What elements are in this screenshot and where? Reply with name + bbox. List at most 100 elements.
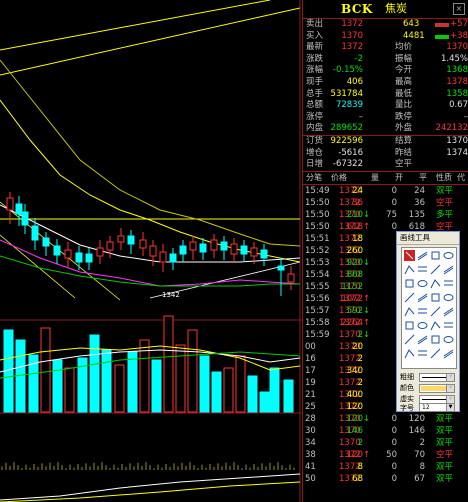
tab-4[interactable]: 平 <box>419 172 427 182</box>
quote-value: -2 <box>354 53 363 64</box>
tick-price: 1372 <box>339 389 361 400</box>
quote-label: 增仓 <box>306 147 324 158</box>
quote-header: BCK 焦炭 × <box>303 0 468 19</box>
indicator-panel <box>0 462 301 502</box>
close-icon[interactable]: × <box>453 3 465 15</box>
tick-time: 15:50 <box>305 197 330 208</box>
font-size-label: 字号 <box>400 404 414 412</box>
quote-value-2: – <box>463 111 468 122</box>
draw-tool-palette[interactable]: 画线工具 粗细 ▼ 颜色 ▼ 虚实 ▼ 字号 12 ▼ <box>396 231 460 412</box>
tick-arrow: ↑ <box>363 221 371 232</box>
tick-time: 16 <box>305 353 316 364</box>
color-label: 颜色 <box>400 384 414 392</box>
tick-row: 15:50 1370 ↓ 210 75 135 多平 <box>303 209 468 221</box>
tick-close: 618 <box>408 221 425 232</box>
quote-value-2: 1358 <box>446 88 468 99</box>
order-change: +38 <box>450 30 468 41</box>
tick-time: 15:55 <box>305 281 330 292</box>
quote-label: 内盘 <box>306 123 324 134</box>
tick-price: 1372 <box>339 401 361 412</box>
tick-time: 15:57 <box>305 305 330 316</box>
tick-close: 36 <box>414 197 425 208</box>
font-size-select[interactable]: 12 ▼ <box>419 403 455 412</box>
quote-label: 涨停 <box>306 111 324 122</box>
quote-label-2: 今开 <box>395 65 413 76</box>
tick-open: 0 <box>391 473 397 484</box>
line-width-select[interactable]: ▼ <box>419 373 455 382</box>
tick-volume: 592 <box>346 305 363 316</box>
tick-nature: 双平 <box>435 437 453 448</box>
tick-time: 15:53 <box>305 257 330 268</box>
tick-time: 15:54 <box>305 269 330 280</box>
tick-price: 1372 <box>339 461 361 472</box>
trend-lines <box>0 0 301 301</box>
draw-tool-grid[interactable] <box>401 247 457 369</box>
contract-code: BCK <box>341 2 373 16</box>
quote-value: -67322 <box>332 159 363 170</box>
quote-label: 现手 <box>306 76 324 87</box>
tick-row: 15:51 1372 18 <box>303 233 468 245</box>
quote-label: 订货 <box>306 135 324 146</box>
tick-price: 1372 <box>339 377 361 388</box>
color-select[interactable]: ▼ <box>419 384 455 393</box>
quote-value: 72839 <box>335 100 363 111</box>
volume-ma-lines <box>0 345 301 379</box>
tick-tabs: 分笔 价格 量 开 平性质代 <box>303 170 468 185</box>
tick-open: 0 <box>391 185 397 196</box>
order-volume: 643 <box>403 19 420 29</box>
quote-row: 订货 922596 结算 1370 <box>303 136 468 148</box>
tick-time: 34 <box>305 437 316 448</box>
tick-arrow: ↓ <box>363 209 371 220</box>
tick-list[interactable]: 15:49 1372 24 0 24 双平 15:50 1372 36 0 36 空平 15:50 137… <box>303 185 468 485</box>
tick-row: 25 1372 120 <box>303 401 468 413</box>
tick-price: 1370 <box>339 209 361 220</box>
tick-time: 30 <box>305 425 316 436</box>
tick-volume: 2264 <box>341 317 363 328</box>
tick-row: 17 1372 340 <box>303 365 468 377</box>
quote-row: 买入 1370 4481 +38 <box>303 31 468 43</box>
tick-close: 24 <box>414 185 425 196</box>
tick-arrow: ↑ <box>363 317 371 328</box>
quote-value-2: 1378 <box>446 76 468 87</box>
tick-nature: 双平 <box>435 185 453 196</box>
tick-volume: 2 <box>357 377 363 388</box>
tick-price: 1372 <box>339 233 361 244</box>
tick-time: 21 <box>305 389 316 400</box>
tick-open: 0 <box>391 461 397 472</box>
tick-volume: 340 <box>346 365 363 376</box>
contract-name: 焦炭 <box>385 2 407 15</box>
quote-value: 1372 <box>341 19 363 29</box>
tick-nature: 双平 <box>435 473 453 484</box>
quote-value: -0.15% <box>332 65 363 76</box>
tick-open: 0 <box>391 437 397 448</box>
tab-3[interactable]: 开 <box>395 172 403 182</box>
tab-0[interactable]: 分笔 <box>306 172 322 182</box>
quote-label: 卖出 <box>306 19 324 29</box>
kline-chart[interactable]: 1342 <box>0 0 302 502</box>
tick-close: 70 <box>414 449 425 460</box>
tick-open: 0 <box>391 425 397 436</box>
quote-row: 涨跌 -2 振幅 1.45% <box>303 54 468 66</box>
tab-1[interactable]: 价格 <box>331 172 347 182</box>
tick-close: 146 <box>408 425 425 436</box>
tab-5[interactable]: 性质 <box>436 172 452 182</box>
tab-6[interactable]: 代 <box>457 172 465 182</box>
quote-row: 最新 1372 均价 1370 <box>303 42 468 54</box>
tab-2[interactable]: 量 <box>371 172 379 182</box>
tick-time: 41 <box>305 461 316 472</box>
tick-volume: 1072 <box>341 293 363 304</box>
tick-price: 1372 <box>339 221 361 232</box>
tick-price: 1370 <box>339 305 361 316</box>
tick-price: 1370 <box>339 281 361 292</box>
tick-open: 0 <box>391 197 397 208</box>
tick-nature: 多平 <box>435 209 453 220</box>
tick-time: 00 <box>305 341 316 352</box>
quote-row: 总额 72839 量比 0.67 <box>303 100 468 112</box>
quote-row: 涨停 – 跌停 – <box>303 112 468 124</box>
tick-row: 15:50 1372 36 0 36 空平 <box>303 197 468 209</box>
tick-time: 15:59 <box>305 329 330 340</box>
tick-arrow: ↓ <box>363 329 371 340</box>
tick-volume: 2 <box>357 329 363 340</box>
quote-value: 531784 <box>330 88 363 99</box>
tick-row: 15:54 1370 868 <box>303 269 468 281</box>
